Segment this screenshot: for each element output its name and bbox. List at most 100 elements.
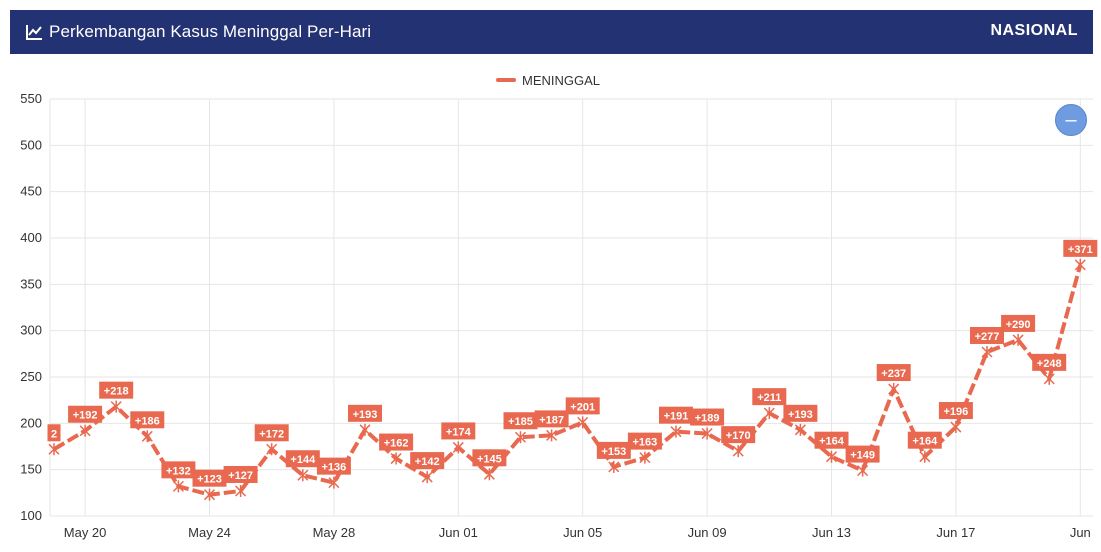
data-label-box <box>783 404 818 422</box>
data-point <box>266 443 278 456</box>
data-label: +248 <box>1037 358 1062 370</box>
data-point <box>639 451 651 464</box>
data-label-box <box>752 388 787 406</box>
data-point <box>452 441 464 454</box>
data-label-box <box>721 426 756 444</box>
data-label-box <box>47 424 61 442</box>
data-point <box>794 423 806 436</box>
data-label-box <box>161 461 196 479</box>
data-label: +149 <box>850 450 875 462</box>
scope-label: NASIONAL <box>990 22 1078 39</box>
data-point <box>608 460 620 473</box>
data-label: +185 <box>508 416 533 428</box>
x-tick-label: May 24 <box>188 525 231 540</box>
y-tick-label: 300 <box>20 323 42 338</box>
data-label-box <box>814 431 849 449</box>
data-label: +218 <box>104 386 129 398</box>
data-label: +162 <box>384 438 409 450</box>
y-tick-label: 150 <box>20 462 42 477</box>
x-tick-label: Jun 17 <box>936 525 975 540</box>
data-label-box <box>348 404 382 422</box>
data-label-box <box>596 441 631 459</box>
x-tick-label: May 28 <box>313 525 356 540</box>
chart-header: Perkembangan Kasus Meninggal Per-Hari NA… <box>10 10 1093 54</box>
data-label-box <box>534 410 569 428</box>
data-label-box <box>472 449 507 467</box>
data-label-box <box>441 422 476 440</box>
data-label-box <box>379 433 414 451</box>
data-point <box>1074 258 1086 271</box>
data-point <box>919 450 931 463</box>
data-label-box <box>970 326 1004 344</box>
data-label: +163 <box>633 437 658 449</box>
data-label: +201 <box>570 401 595 413</box>
x-tick-label: Jun 13 <box>812 525 851 540</box>
data-label-box <box>876 364 911 382</box>
y-tick-label: 250 <box>20 369 42 384</box>
data-label: +142 <box>415 456 440 468</box>
data-label: +145 <box>477 453 502 465</box>
data-label: 2 <box>51 428 57 440</box>
data-point <box>950 421 962 434</box>
data-point <box>297 469 309 482</box>
data-label-box <box>192 469 227 487</box>
data-label: +211 <box>757 392 781 404</box>
minus-icon: – <box>1065 109 1077 131</box>
x-tick-label: Jun 05 <box>563 525 602 540</box>
data-label-box <box>907 431 942 449</box>
data-point <box>763 407 775 420</box>
data-point <box>514 431 527 444</box>
data-label-box <box>223 465 258 483</box>
data-label: +127 <box>228 470 253 482</box>
data-point <box>203 488 216 501</box>
data-point <box>732 445 744 458</box>
data-label-box <box>659 406 693 424</box>
x-tick-label: May 20 <box>64 525 107 540</box>
data-point <box>857 464 869 477</box>
y-tick-label: 100 <box>20 508 42 523</box>
data-point <box>235 484 247 497</box>
data-label-box <box>285 450 320 468</box>
data-label-box <box>130 411 165 429</box>
data-point <box>1043 372 1055 385</box>
data-label-box <box>565 397 600 415</box>
data-label: +193 <box>788 409 813 421</box>
chart-title: Perkembangan Kasus Meninggal Per-Hari <box>49 22 372 41</box>
data-point <box>825 450 838 463</box>
data-label-box <box>316 457 351 475</box>
data-point <box>1012 333 1024 346</box>
series-line <box>52 264 1083 497</box>
legend-label: MENINGGAL <box>522 72 601 88</box>
data-point <box>670 425 682 438</box>
data-label: +164 <box>819 436 845 448</box>
data-label: +187 <box>539 414 564 426</box>
data-label: +136 <box>322 462 347 474</box>
data-point <box>390 452 402 465</box>
line-chart-icon <box>26 25 42 40</box>
y-tick-label: 550 <box>20 91 42 106</box>
data-point <box>888 383 900 396</box>
data-label-box <box>845 445 880 463</box>
data-point <box>577 416 589 429</box>
data-label-box <box>410 452 445 470</box>
zoom-out-button[interactable]: – <box>1055 104 1087 136</box>
y-tick-label: 350 <box>20 276 42 291</box>
data-label: +164 <box>912 436 938 448</box>
data-label: +237 <box>881 368 906 380</box>
data-label: +186 <box>135 415 160 427</box>
data-label-box <box>1032 353 1067 371</box>
data-point <box>172 480 184 493</box>
x-tick-label: Jun 09 <box>688 525 727 540</box>
data-label: +277 <box>975 331 1000 343</box>
x-tick-label: Jun <box>1070 525 1091 540</box>
data-label: +192 <box>73 410 98 422</box>
y-tick-label: 200 <box>20 415 42 430</box>
data-label-box <box>938 402 973 420</box>
line-chart: 100 150 200 250 300 350 400 450 500 550 May 20 May … <box>20 91 1098 540</box>
data-label: +196 <box>944 406 969 418</box>
data-label: +290 <box>1006 319 1031 331</box>
data-label-box <box>99 381 134 399</box>
legend[interactable]: MENINGGAL <box>496 72 600 88</box>
data-point <box>110 400 122 413</box>
data-point <box>359 423 371 436</box>
